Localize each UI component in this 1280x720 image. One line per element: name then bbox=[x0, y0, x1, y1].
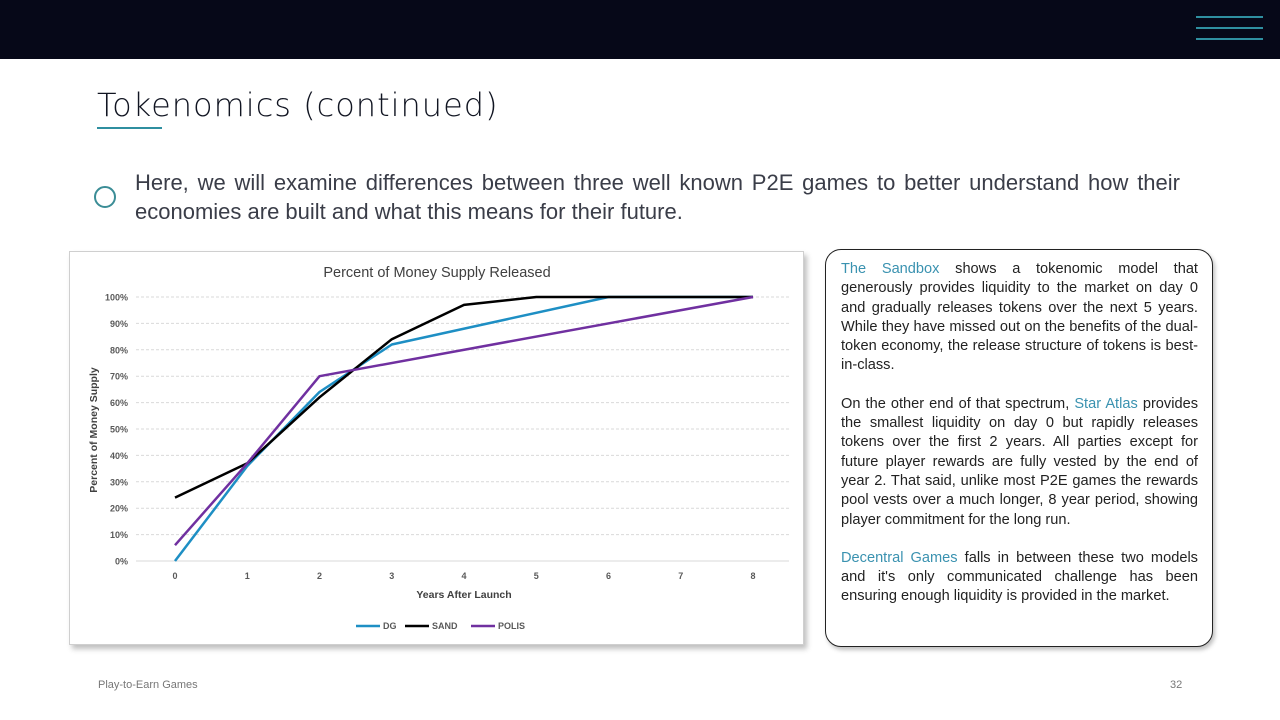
footer-title: Play-to-Earn Games bbox=[98, 679, 198, 691]
x-tick-label: 0 bbox=[172, 571, 177, 581]
y-tick-label: 20% bbox=[110, 504, 128, 514]
series-line-polis bbox=[174, 295, 754, 547]
y-tick-label: 100% bbox=[105, 293, 128, 303]
sandbox-text: shows a tokenomic model that generously … bbox=[841, 261, 1198, 374]
y-axis-label: Percent of Money Supply bbox=[88, 367, 100, 493]
title-underline bbox=[97, 127, 162, 129]
legend-label: SAND bbox=[432, 621, 458, 631]
star-atlas-text: provides the smallest liquidity on day 0… bbox=[841, 395, 1198, 528]
x-tick-label: 4 bbox=[461, 571, 466, 581]
x-tick-label: 5 bbox=[534, 571, 539, 581]
decentral-games-link[interactable]: Decentral Games bbox=[841, 549, 958, 566]
x-tick-label: 2 bbox=[317, 571, 322, 581]
x-tick-label: 8 bbox=[750, 571, 755, 581]
star-atlas-lead: On the other end of that spectrum, bbox=[841, 395, 1075, 412]
y-tick-label: 10% bbox=[110, 530, 128, 540]
decentral-games-text: falls in between these two models and it… bbox=[841, 549, 1198, 605]
star-atlas-paragraph: On the other end of that spectrum, Star … bbox=[841, 395, 1198, 530]
sandbox-paragraph: The Sandbox shows a tokenomic model that… bbox=[841, 260, 1198, 376]
x-axis-label: Years After Launch bbox=[416, 589, 511, 601]
top-bar bbox=[0, 0, 1280, 59]
y-tick-label: 70% bbox=[110, 372, 128, 382]
hamburger-lines-icon[interactable] bbox=[1196, 16, 1263, 42]
chart-frame: Percent of Money Supply Released Years A… bbox=[69, 251, 804, 645]
y-tick-label: 30% bbox=[110, 477, 128, 487]
y-tick-label: 50% bbox=[110, 425, 128, 435]
intro-text: Here, we will examine differences betwee… bbox=[135, 170, 1180, 224]
legend-label: DG bbox=[383, 621, 397, 631]
x-tick-label: 6 bbox=[606, 571, 611, 581]
page-number: 32 bbox=[1170, 679, 1183, 691]
circle-bullet-icon bbox=[94, 186, 116, 208]
x-tick-label: 1 bbox=[245, 571, 250, 581]
page-title: Tokenomics (continued) bbox=[97, 86, 499, 124]
analysis-text-box: The Sandbox shows a tokenomic model that… bbox=[825, 249, 1213, 647]
y-tick-label: 80% bbox=[110, 345, 128, 355]
star-atlas-link[interactable]: Star Atlas bbox=[1074, 395, 1138, 412]
decentral-games-paragraph: Decentral Games falls in between these t… bbox=[841, 549, 1198, 607]
y-tick-label: 0% bbox=[115, 557, 128, 567]
y-tick-label: 40% bbox=[110, 451, 128, 461]
x-tick-label: 7 bbox=[678, 571, 683, 581]
line-chart: Percent of Money Supply Released Years A… bbox=[88, 265, 789, 631]
y-tick-label: 90% bbox=[110, 319, 128, 329]
chart-title: Percent of Money Supply Released bbox=[323, 265, 550, 281]
x-tick-label: 3 bbox=[389, 571, 394, 581]
series-line-sand bbox=[174, 295, 753, 499]
sandbox-link[interactable]: The Sandbox bbox=[841, 261, 940, 277]
legend-label: POLIS bbox=[498, 621, 525, 631]
y-tick-label: 60% bbox=[110, 398, 128, 408]
